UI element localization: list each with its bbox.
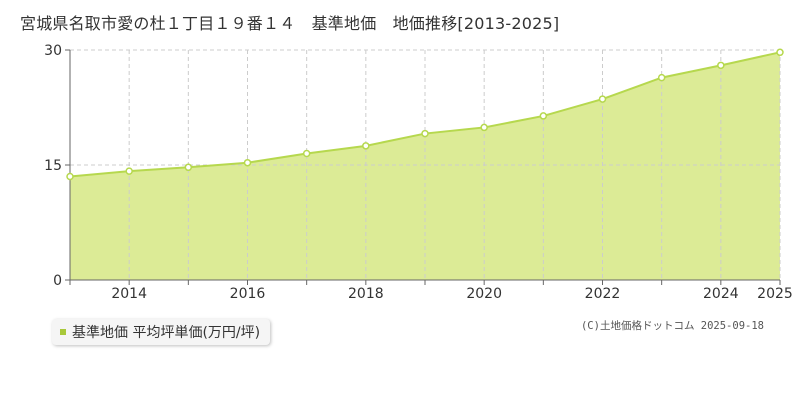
x-tick-label: 2022 xyxy=(585,286,621,302)
data-point xyxy=(717,61,725,70)
y-tick-label: 15 xyxy=(44,158,62,174)
data-point xyxy=(302,149,311,158)
legend: 基準地価 平均坪単価(万円/坪) xyxy=(52,319,271,345)
legend-swatch xyxy=(60,329,66,335)
y-tick-label: 0 xyxy=(53,273,62,289)
data-point xyxy=(657,73,666,82)
x-tick-label: 2025 xyxy=(757,286,793,302)
data-point xyxy=(184,163,193,172)
x-tick-label: 2018 xyxy=(348,286,384,302)
x-tick-label: 2024 xyxy=(703,286,739,302)
y-tick-label: 30 xyxy=(44,43,62,59)
data-point xyxy=(66,172,74,181)
credit-text: (C)土地価格ドットコム 2025-09-18 xyxy=(580,320,764,332)
x-tick-label: 2014 xyxy=(111,286,147,302)
data-point xyxy=(243,158,252,167)
data-point xyxy=(480,123,488,132)
chart-title: 宮城県名取市愛の杜１丁目１９番１４ 基準地価 地価推移[2013-2025] xyxy=(20,14,560,33)
data-point xyxy=(598,95,607,103)
data-point xyxy=(362,142,370,150)
data-point xyxy=(421,129,429,138)
data-point xyxy=(539,112,548,120)
data-point xyxy=(125,167,133,175)
x-tick-label: 2020 xyxy=(466,286,502,302)
x-tick-label: 2016 xyxy=(230,286,266,302)
legend-label: 基準地価 平均坪単価(万円/坪) xyxy=(72,325,261,341)
data-point xyxy=(776,48,784,57)
